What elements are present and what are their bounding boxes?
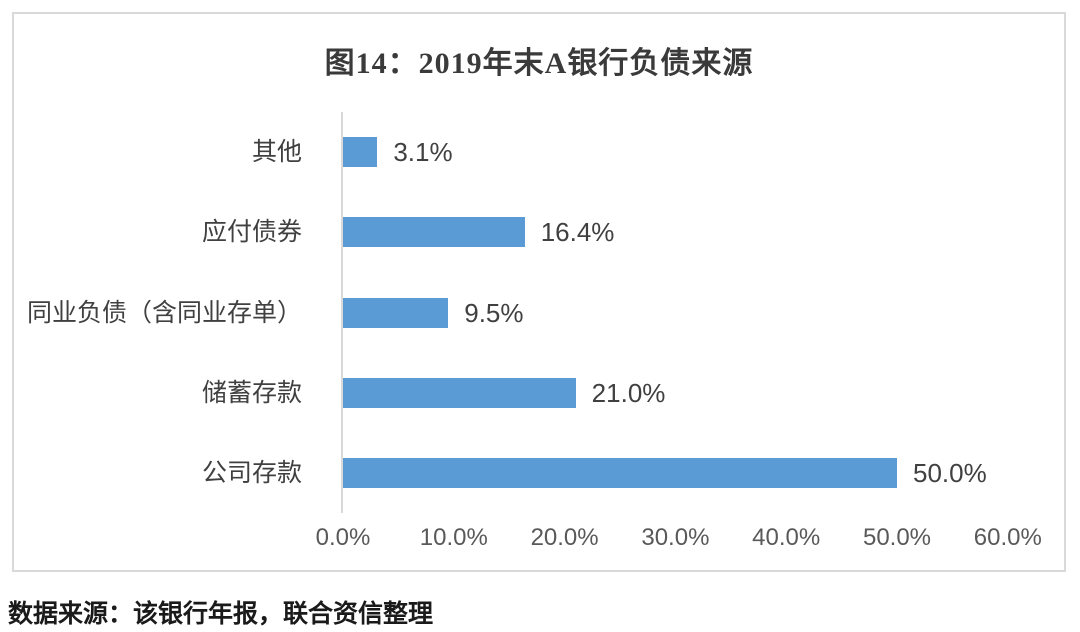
x-axis-tick: 40.0%	[752, 524, 821, 551]
category-label: 储蓄存款	[201, 378, 302, 407]
x-axis-tick: 20.0%	[530, 524, 599, 551]
x-axis-tick: 0.0%	[315, 524, 371, 551]
data-label: 50.0%	[913, 457, 987, 488]
x-axis-tick: 30.0%	[641, 524, 710, 551]
data-source-note: 数据来源：该银行年报，联合资信整理	[8, 601, 434, 628]
bar	[343, 137, 378, 168]
x-axis-tick: 50.0%	[862, 524, 932, 551]
data-label: 3.1%	[393, 137, 453, 168]
category-label: 公司存款	[201, 458, 302, 487]
category-label: 同业负债（含同业存单）	[26, 298, 302, 327]
category-axis-line	[341, 112, 343, 513]
data-label: 16.4%	[540, 217, 615, 248]
x-axis-tick: 60.0%	[973, 524, 1042, 551]
chart-title: 图14：2019年末A银行负债来源	[324, 47, 754, 80]
bar	[343, 457, 897, 488]
category-label: 其他	[251, 138, 302, 167]
category-label: 应付债券	[201, 218, 302, 247]
bar	[343, 377, 576, 408]
x-axis-tick: 10.0%	[419, 524, 488, 551]
data-label: 21.0%	[591, 377, 666, 408]
bar	[343, 217, 525, 248]
data-label: 9.5%	[464, 297, 524, 328]
bar	[343, 297, 449, 328]
